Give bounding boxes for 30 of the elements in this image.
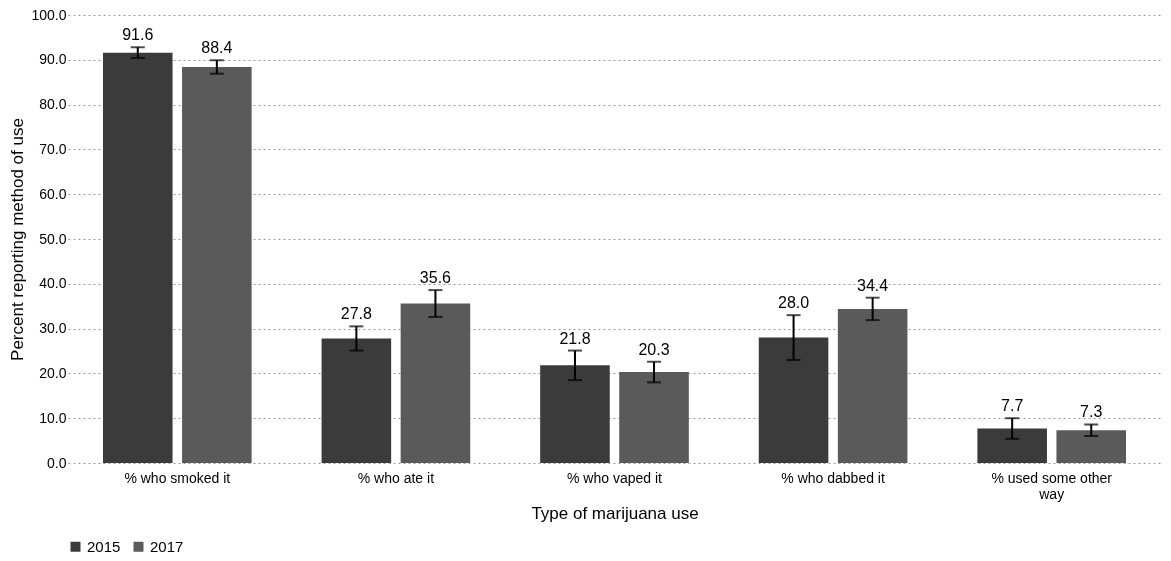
y-tick-label: 60.0 [39,185,67,202]
x-tick-label: % who smoked it [124,469,231,486]
data-label: 34.4 [857,276,889,294]
y-axis-title: Percent reporting method of use [8,118,28,361]
data-label: 7.7 [1001,397,1024,415]
data-label: 20.3 [638,340,670,358]
y-tick-label: 30.0 [39,320,67,337]
y-tick-label: 70.0 [39,140,67,157]
legend-label: 2017 [150,537,184,555]
data-label: 21.8 [559,329,591,347]
y-tick-label: 80.0 [39,96,67,113]
y-tick-label: 20.0 [39,364,67,381]
y-tick-label: 90.0 [39,51,67,68]
data-label: 7.3 [1080,403,1103,421]
data-label: 91.6 [122,26,154,44]
y-tick-label: 50.0 [39,230,67,247]
y-tick-label: 0.0 [47,454,67,471]
y-tick-label: 100.0 [31,6,67,23]
data-label: 88.4 [201,39,233,57]
data-label: 28.0 [778,294,810,312]
x-tick-label: % who ate it [357,469,435,486]
y-tick-label: 10.0 [39,409,67,426]
y-tick-label: 40.0 [39,275,67,292]
x-tick-label: % used some other way [991,469,1113,502]
data-label: 27.8 [340,305,373,323]
x-axis-title: Type of marijuana use [531,503,699,523]
legend-label: 2015 [87,537,121,555]
x-tick-label: % who vaped it [567,469,663,486]
data-label: 35.6 [419,269,452,287]
x-tick-label: % who dabbed it [781,469,885,486]
